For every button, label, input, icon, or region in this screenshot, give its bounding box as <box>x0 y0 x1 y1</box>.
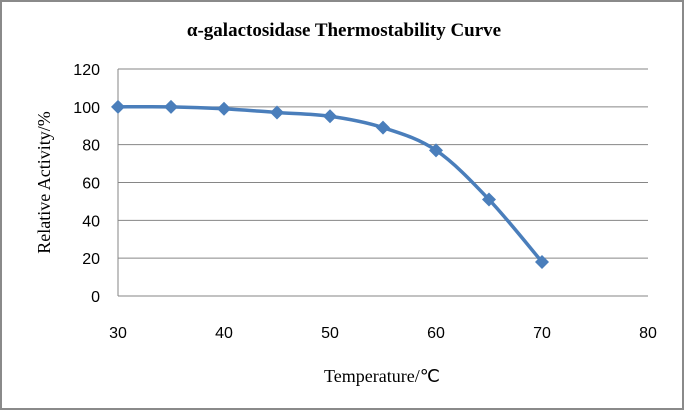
x-tick-label: 60 <box>427 325 445 342</box>
data-point-marker <box>429 143 443 158</box>
y-tick-label: 20 <box>82 251 100 268</box>
data-point-marker <box>270 105 284 120</box>
y-axis-label: Relative Activity/% <box>34 111 54 253</box>
x-axis-label: Temperature/℃ <box>324 366 440 386</box>
x-tick-labels: 30 40 50 60 70 80 <box>109 325 657 342</box>
data-point-marker <box>376 120 390 135</box>
y-tick-label: 100 <box>73 100 100 117</box>
data-point-marker <box>111 99 125 114</box>
data-point-marker <box>323 109 337 124</box>
data-point-marker <box>164 99 178 114</box>
data-point-marker <box>535 254 549 269</box>
data-point-marker <box>482 192 496 207</box>
y-tick-label: 120 <box>73 62 100 79</box>
x-tick-label: 40 <box>215 325 233 342</box>
series-line <box>116 104 544 264</box>
y-tick-label: 80 <box>82 138 100 155</box>
gridlines <box>118 68 648 259</box>
x-tick-label: 80 <box>639 325 657 342</box>
y-tick-label: 40 <box>82 213 100 230</box>
y-tick-label: 60 <box>82 176 100 193</box>
y-tick-label: 0 <box>91 289 100 306</box>
series-markers <box>111 99 549 269</box>
x-tick-label: 70 <box>533 325 551 342</box>
chart-title: α-galactosidase Thermostability Curve <box>186 20 502 41</box>
y-tick-labels: 0 20 40 60 80 100 120 <box>73 62 100 306</box>
data-point-marker <box>217 101 231 116</box>
x-tick-label: 50 <box>321 325 339 342</box>
x-tick-label: 30 <box>109 325 127 342</box>
